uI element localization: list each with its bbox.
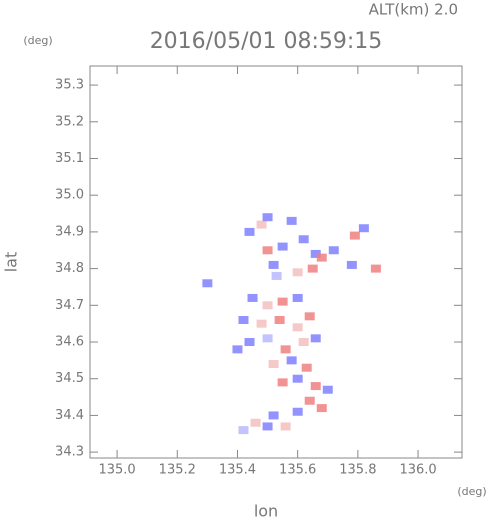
y-tick-label: 34.3 xyxy=(55,445,84,460)
y-tick-label: 35.0 xyxy=(55,188,84,203)
echo-cell xyxy=(256,220,267,229)
echo-cell xyxy=(280,345,291,354)
echo-cell xyxy=(307,264,318,273)
echo-cell xyxy=(292,293,303,302)
y-axis-label: lat xyxy=(2,252,21,273)
echo-cell xyxy=(238,315,249,324)
echo-cell xyxy=(202,279,213,288)
x-axis-label: lon xyxy=(254,502,278,521)
x-tick-label: 135.4 xyxy=(219,463,256,478)
echo-cell xyxy=(301,363,312,372)
y-tick-label: 34.8 xyxy=(55,261,84,276)
y-tick-label: 34.4 xyxy=(55,408,84,423)
echo-cell xyxy=(280,422,291,431)
x-tick-label: 135.8 xyxy=(339,463,376,478)
echo-cell xyxy=(292,268,303,277)
echo-cell xyxy=(304,312,315,321)
altitude-label: ALT(km) 2.0 xyxy=(369,1,458,19)
echo-cell xyxy=(271,271,282,280)
plot-frame xyxy=(89,65,463,459)
y-tick-label: 35.2 xyxy=(55,114,84,129)
echo-cell xyxy=(256,319,267,328)
echo-cell xyxy=(268,360,279,369)
echo-cell xyxy=(346,260,357,269)
echo-cell xyxy=(262,334,273,343)
echo-cell xyxy=(316,253,327,262)
chart-title: 2016/05/01 08:59:15 xyxy=(150,29,383,54)
echo-cell xyxy=(310,334,321,343)
echo-cell xyxy=(292,323,303,332)
echo-cell xyxy=(304,396,315,405)
echo-cell xyxy=(268,411,279,420)
echo-cell xyxy=(262,301,273,310)
echo-cell xyxy=(358,224,369,233)
echo-cell xyxy=(292,374,303,383)
echo-cell xyxy=(292,407,303,416)
echo-cell xyxy=(298,338,309,347)
echo-cell xyxy=(238,426,249,435)
echo-cell xyxy=(316,404,327,413)
y-tick-label: 34.7 xyxy=(55,298,84,313)
y-tick-label: 34.9 xyxy=(55,224,84,239)
echo-cell xyxy=(298,235,309,244)
echo-cell xyxy=(268,260,279,269)
echo-cell xyxy=(310,249,321,258)
y-tick-label: 35.1 xyxy=(55,151,84,166)
echo-cell xyxy=(277,242,288,251)
x-tick-label: 135.6 xyxy=(279,463,316,478)
echo-cell xyxy=(286,216,297,225)
y-tick-label: 34.5 xyxy=(55,371,84,386)
echo-cell xyxy=(349,231,360,240)
echo-cell xyxy=(274,315,285,324)
y-unit: (deg) xyxy=(23,34,52,47)
y-tick-label: 34.6 xyxy=(55,335,84,350)
echo-cell xyxy=(310,382,321,391)
x-tick-label: 135.0 xyxy=(98,463,135,478)
echo-cell xyxy=(232,345,243,354)
echo-cell xyxy=(370,264,381,273)
echo-cell xyxy=(244,227,255,236)
y-tick-label: 35.3 xyxy=(55,78,84,93)
echo-cell xyxy=(244,338,255,347)
x-tick-label: 136.0 xyxy=(399,463,436,478)
echo-cell xyxy=(262,246,273,255)
echo-cell xyxy=(247,293,258,302)
echo-cell xyxy=(286,356,297,365)
echo-cell xyxy=(322,385,333,394)
echo-cell xyxy=(328,246,339,255)
echo-cell xyxy=(277,378,288,387)
x-tick-label: 135.2 xyxy=(159,463,196,478)
x-unit: (deg) xyxy=(457,485,486,498)
echo-cell xyxy=(277,297,288,306)
echo-cell xyxy=(250,418,261,427)
echo-cell xyxy=(262,213,273,222)
echo-cell xyxy=(262,422,273,431)
